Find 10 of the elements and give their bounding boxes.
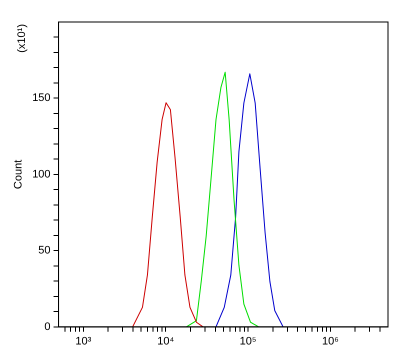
- y-axis-title: Count: [12, 160, 25, 190]
- y-tick-label: 50: [38, 244, 51, 257]
- y-tick-label: 150: [32, 92, 51, 104]
- y-tick-label: 100: [32, 168, 51, 180]
- text: (x10¹): [16, 24, 28, 53]
- y-tick-label: 0: [44, 320, 51, 333]
- x-tick-label: 10⁶: [322, 335, 339, 348]
- x-tick-label: 10⁵: [240, 335, 256, 348]
- x-tick-label: 10⁴: [157, 335, 174, 348]
- x-tick-label: 10³: [75, 335, 92, 348]
